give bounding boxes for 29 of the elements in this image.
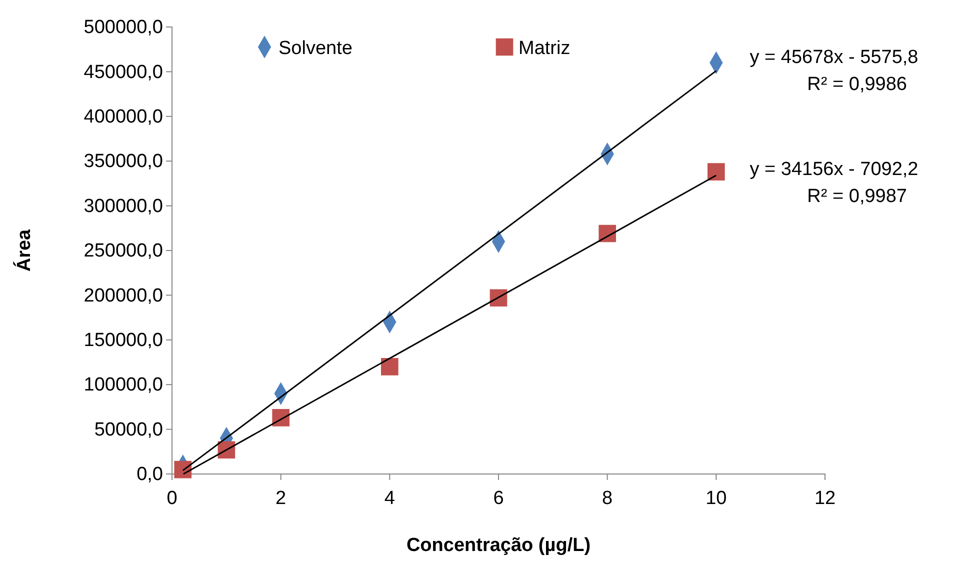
y-tick-label: 400000,0 [84, 106, 163, 128]
y-tick-label: 250000,0 [84, 240, 163, 262]
x-tick-label: 10 [706, 488, 727, 509]
x-tick-label: 12 [814, 488, 836, 509]
y-tick-label: 200000,0 [84, 285, 163, 306]
y-axis-title: Área [13, 228, 35, 272]
y-tick-label: 50000,0 [94, 419, 163, 440]
annotation: y = 45678x - 5575,8 [750, 47, 918, 68]
annotation: R² = 0,9987 [807, 186, 907, 207]
y-tick-label: 0,0 [136, 464, 163, 486]
x-tick-label: 2 [276, 488, 286, 509]
y-tick-label: 150000,0 [84, 330, 163, 351]
x-tick-label: 6 [493, 488, 504, 509]
point [381, 358, 398, 376]
point [708, 163, 725, 180]
y-tick-label: 350000,0 [84, 151, 163, 172]
x-tick-label: 8 [602, 488, 613, 509]
annotation: y = 34156x - 7092,2 [750, 159, 918, 180]
x-tick-label: 4 [384, 488, 396, 509]
legend-label: Solvente [278, 38, 352, 59]
legend-label: Matriz [518, 38, 570, 59]
point [272, 409, 290, 426]
y-tick-label: 450000,0 [84, 62, 163, 83]
annotation: R² = 0,9986 [807, 74, 907, 95]
y-tick-label: 300000,0 [84, 196, 163, 217]
y-tick-label: 500000,0 [84, 17, 163, 38]
x-axis-title: Concentração (µg/L) [406, 535, 591, 556]
y-tick-label: 100000,0 [84, 374, 163, 396]
x-tick-label: 0 [166, 488, 178, 509]
